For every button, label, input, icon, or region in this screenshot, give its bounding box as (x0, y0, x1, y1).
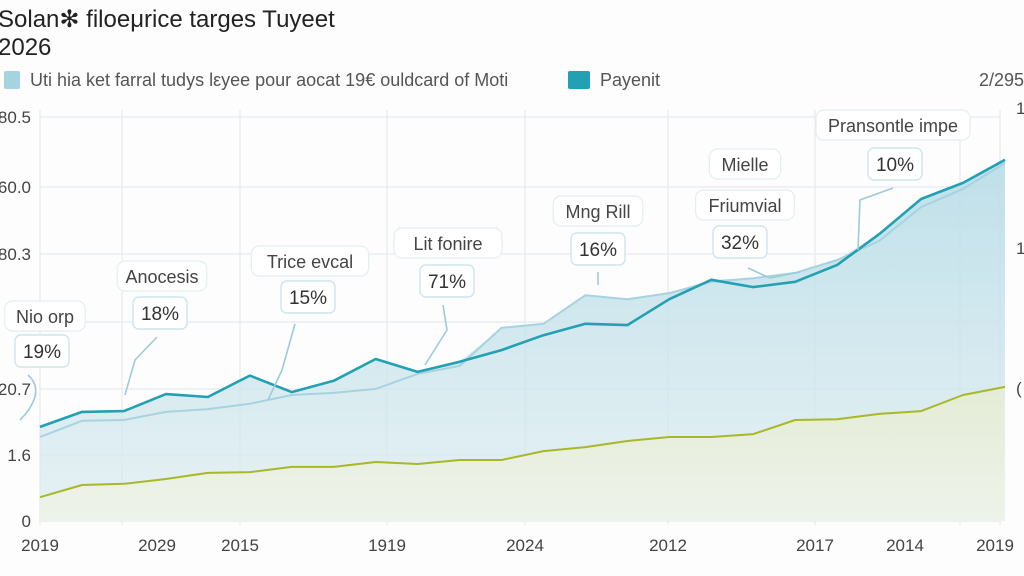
x-tick-label: 2014 (886, 536, 924, 555)
y-tick-label: 80.5 (0, 108, 31, 127)
annotation-value: 32% (721, 233, 759, 254)
annotation-label-box (250, 245, 370, 277)
annotation-label: Mng Rill (565, 202, 630, 222)
x-tick-label: 1919 (368, 536, 406, 555)
annotation-label-box (393, 227, 503, 259)
y-tick-label: 20.7 (0, 380, 31, 399)
annotation-callout: Mng Rill 16% (552, 195, 644, 285)
y-tick-label: 1.6 (7, 446, 31, 465)
annotation-label: Friumvial (708, 196, 781, 216)
legend-label: Payenit (600, 69, 661, 90)
x-tick-label: 2019 (21, 536, 59, 555)
y-tick-label: 0 (22, 512, 31, 531)
annotation-label-box (4, 300, 86, 332)
series-line-1 (39, 162, 1006, 438)
series-line-3 (39, 385, 1006, 499)
annotation-value-box (132, 296, 188, 330)
annotation-value-box (712, 225, 768, 259)
annotation-value: 19% (23, 342, 61, 363)
annotation-pointer (267, 323, 296, 401)
annotation-value: 15% (289, 288, 327, 309)
annotation-callout: Nio orp 19% (4, 300, 86, 421)
annotation-pointer (124, 336, 158, 396)
x-tick-label: 2017 (796, 536, 834, 555)
annotation-label-box (694, 189, 795, 221)
legend-item-1: Uti hia ket farral tudys lεyee pour aoca… (4, 70, 508, 90)
annotation-value-box (419, 264, 475, 298)
annotation-value-box (280, 280, 336, 314)
legend-label: Uti hia ket farral tudys lεyee pour aoca… (30, 69, 509, 90)
annotation-label: Mielle (721, 155, 768, 175)
area-fill-green (40, 386, 1005, 521)
annotation-value: 71% (428, 272, 466, 293)
annotation-value: 18% (141, 304, 179, 325)
annotation-label: Pransontle impe (828, 116, 958, 136)
annotation-pointer (747, 267, 801, 279)
annotation-callout: Mielle (708, 148, 782, 180)
annotation-label: Trice evcal (267, 252, 353, 272)
x-tick-label: 2024 (506, 536, 544, 555)
x-tick-label: 2029 (138, 536, 176, 555)
x-tick-label: 2015 (221, 536, 259, 555)
annotation-value-box (867, 147, 923, 181)
series-line-2 (39, 158, 1006, 429)
y-right-tick-label: 1 (1016, 239, 1024, 258)
annotation-callout: Friumvial 32% (694, 189, 801, 279)
y-tick-label: 80.3 (0, 245, 31, 264)
page-indicator: 2/295 (978, 70, 1024, 90)
x-tick-label: 2012 (649, 536, 687, 555)
annotation-pointer (857, 187, 894, 251)
annotation-pointer (19, 374, 37, 421)
annotation-value-box (570, 232, 626, 266)
annotation-value: 10% (876, 155, 914, 176)
annotation-callout: Trice evcal 15% (250, 245, 370, 401)
y-right-tick-label: ( (1016, 379, 1022, 398)
y-right-tick-label: 1 (1016, 99, 1024, 118)
annotation-label: Nio orp (16, 307, 74, 327)
annotation-value: 16% (579, 240, 617, 261)
legend-item-2: Payenit (568, 70, 660, 90)
y-tick-label: 60.0 (0, 178, 31, 197)
legend-swatch (568, 71, 590, 89)
annotation-label-box (552, 195, 644, 227)
legend-swatch (4, 71, 20, 89)
chart-title: Solan✻ filoeμrice targes Tuyeet 2026 (0, 6, 335, 61)
annotation-pointer (424, 304, 448, 366)
annotation-label-box (815, 109, 971, 141)
annotation-label-box (116, 260, 208, 292)
annotation-callout: Lit fonire 71% (393, 227, 503, 366)
annotation-value-box (14, 334, 70, 368)
annotation-callout: Anocesis 18% (116, 260, 208, 396)
annotation-label: Lit fonire (413, 234, 482, 254)
x-tick-label: 2019 (976, 536, 1014, 555)
annotation-callout: Pransontle impe 10% (815, 109, 971, 251)
annotation-label-box (708, 148, 782, 180)
annotation-label: Anocesis (125, 267, 198, 287)
